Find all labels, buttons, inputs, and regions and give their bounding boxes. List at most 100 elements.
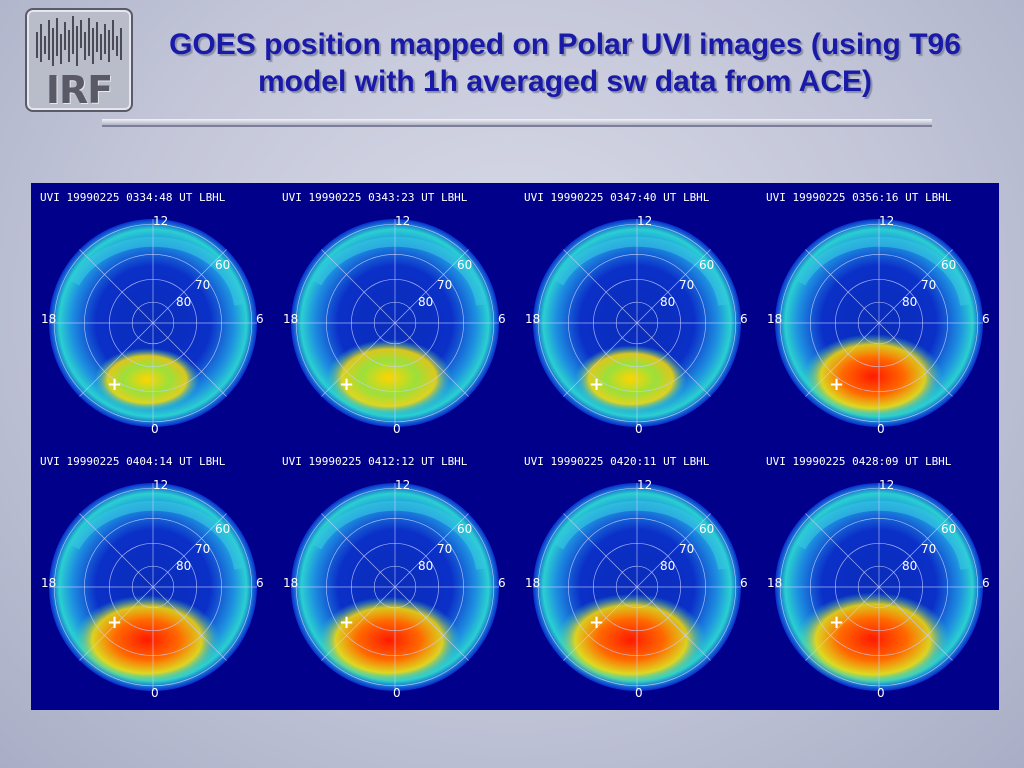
panel-caption: UVI 19990225 0347:40 UT LBHL (524, 191, 710, 204)
mlt-18-label: 18 (525, 312, 541, 326)
uvi-image-panel: UVI 19990225 0428:09 UT LBHL 12 18 6 0 60 70 80… (757, 447, 999, 711)
mlt-6-label: 6 (256, 312, 264, 326)
title-divider (102, 119, 932, 127)
mlt-18-label: 18 (41, 576, 57, 590)
mlt-0-label: 0 (635, 686, 643, 700)
lat-60-label: 60 (215, 258, 231, 272)
mlt-12-label: 12 (879, 478, 895, 492)
lat-70-label: 70 (195, 278, 211, 292)
panel-caption: UVI 19990225 0412:12 UT LBHL (282, 455, 468, 468)
goes-position-marker: + (829, 612, 845, 633)
mlt-6-label: 6 (498, 576, 506, 590)
logo-waveform-icon (36, 16, 122, 66)
lat-70-label: 70 (195, 542, 211, 556)
mlt-12-label: 12 (395, 214, 411, 228)
aurora-oval-glow (803, 334, 943, 419)
uvi-image-grid: UVI 19990225 0334:48 UT LBHL 12 18 6 0 60 70 80… (31, 183, 999, 710)
mlt-18-label: 18 (767, 312, 783, 326)
lat-80-label: 80 (902, 295, 918, 309)
panel-caption: UVI 19990225 0428:09 UT LBHL (766, 455, 952, 468)
aurora-oval-glow (575, 345, 687, 413)
mlt-12-label: 12 (153, 478, 169, 492)
aurora-oval-glow (556, 593, 706, 686)
lat-80-label: 80 (176, 559, 192, 573)
logo-text: IRF (45, 68, 113, 112)
aurora-oval-glow (317, 596, 461, 684)
mlt-12-label: 12 (395, 478, 411, 492)
panel-caption: UVI 19990225 0404:14 UT LBHL (40, 455, 226, 468)
goes-position-marker: + (829, 374, 845, 395)
mlt-6-label: 6 (256, 576, 264, 590)
lat-60-label: 60 (699, 522, 715, 536)
mlt-12-label: 12 (637, 214, 653, 228)
lat-60-label: 60 (941, 522, 957, 536)
mlt-18-label: 18 (283, 576, 299, 590)
aurora-polar-plot (281, 477, 509, 705)
irf-logo: IRF (25, 8, 133, 112)
aurora-polar-plot (281, 213, 509, 441)
mlt-0-label: 0 (393, 422, 401, 436)
goes-position-marker: + (589, 612, 605, 633)
lat-80-label: 80 (660, 559, 676, 573)
mlt-6-label: 6 (740, 576, 748, 590)
mlt-6-label: 6 (982, 576, 990, 590)
aurora-polar-plot (523, 477, 751, 705)
goes-position-marker: + (339, 612, 355, 633)
mlt-12-label: 12 (637, 478, 653, 492)
aurora-polar-plot (39, 477, 267, 705)
lat-80-label: 80 (418, 559, 434, 573)
mlt-0-label: 0 (877, 422, 885, 436)
lat-80-label: 80 (418, 295, 434, 309)
uvi-image-panel: UVI 19990225 0343:23 UT LBHL 12 18 6 0 60 70 80… (273, 183, 515, 447)
mlt-18-label: 18 (767, 576, 783, 590)
mlt-0-label: 0 (151, 686, 159, 700)
lat-80-label: 80 (660, 295, 676, 309)
lat-60-label: 60 (457, 522, 473, 536)
lat-60-label: 60 (215, 522, 231, 536)
mlt-0-label: 0 (393, 686, 401, 700)
lat-70-label: 70 (679, 278, 695, 292)
uvi-image-panel: UVI 19990225 0420:11 UT LBHL 12 18 6 0 60 70 80… (515, 447, 757, 711)
aurora-polar-plot (39, 213, 267, 441)
panel-caption: UVI 19990225 0420:11 UT LBHL (524, 455, 710, 468)
aurora-polar-plot (765, 477, 993, 705)
aurora-polar-plot (523, 213, 751, 441)
panel-caption: UVI 19990225 0356:16 UT LBHL (766, 191, 952, 204)
aurora-oval-glow (796, 592, 950, 687)
uvi-image-panel: UVI 19990225 0404:14 UT LBHL 12 18 6 0 60 70 80… (31, 447, 273, 711)
mlt-18-label: 18 (41, 312, 57, 326)
lat-60-label: 60 (457, 258, 473, 272)
uvi-image-panel: UVI 19990225 0334:48 UT LBHL 12 18 6 0 60 70 80… (31, 183, 273, 447)
lat-80-label: 80 (176, 295, 192, 309)
aurora-oval-glow (74, 595, 220, 685)
lat-80-label: 80 (902, 559, 918, 573)
mlt-6-label: 6 (982, 312, 990, 326)
goes-position-marker: + (107, 374, 123, 395)
panel-caption: UVI 19990225 0343:23 UT LBHL (282, 191, 468, 204)
uvi-image-panel: UVI 19990225 0347:40 UT LBHL 12 18 6 0 60 70 80… (515, 183, 757, 447)
goes-position-marker: + (589, 374, 605, 395)
aurora-oval-glow (94, 348, 200, 411)
lat-70-label: 70 (921, 542, 937, 556)
aurora-polar-plot (765, 213, 993, 441)
mlt-6-label: 6 (498, 312, 506, 326)
goes-position-marker: + (339, 374, 355, 395)
uvi-image-panel: UVI 19990225 0412:12 UT LBHL 12 18 6 0 60 70 80… (273, 447, 515, 711)
mlt-12-label: 12 (879, 214, 895, 228)
lat-60-label: 60 (699, 258, 715, 272)
mlt-6-label: 6 (740, 312, 748, 326)
lat-70-label: 70 (437, 542, 453, 556)
lat-70-label: 70 (921, 278, 937, 292)
mlt-0-label: 0 (151, 422, 159, 436)
panel-caption: UVI 19990225 0334:48 UT LBHL (40, 191, 226, 204)
page-title: GOES position mapped on Polar UVI images… (169, 28, 961, 98)
goes-position-marker: + (107, 612, 123, 633)
mlt-0-label: 0 (635, 422, 643, 436)
mlt-0-label: 0 (877, 686, 885, 700)
mlt-18-label: 18 (283, 312, 299, 326)
lat-70-label: 70 (679, 542, 695, 556)
mlt-12-label: 12 (153, 214, 169, 228)
uvi-image-panel: UVI 19990225 0356:16 UT LBHL 12 18 6 0 60 70 80… (757, 183, 999, 447)
mlt-18-label: 18 (525, 576, 541, 590)
lat-60-label: 60 (941, 258, 957, 272)
